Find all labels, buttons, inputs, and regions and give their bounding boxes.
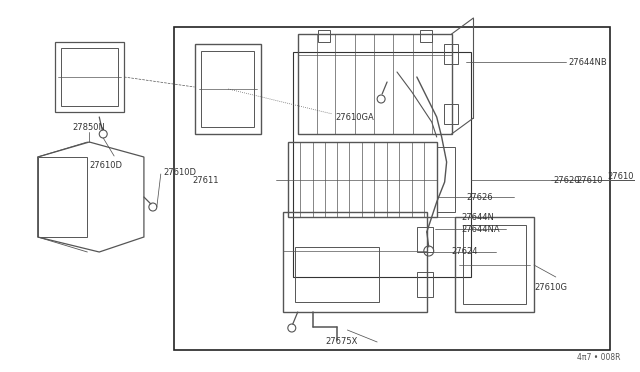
Bar — [195, 44, 261, 134]
Bar — [417, 227, 433, 252]
Bar — [436, 147, 454, 212]
Bar — [298, 34, 452, 134]
Text: 27624: 27624 — [452, 247, 478, 257]
Text: 27850N: 27850N — [73, 122, 106, 131]
Text: 27610: 27610 — [576, 176, 602, 185]
Bar — [444, 44, 458, 64]
Bar — [417, 272, 433, 297]
Text: 27610D: 27610D — [164, 167, 196, 176]
Text: 4π7 • 008R: 4π7 • 008R — [577, 353, 620, 362]
Bar — [288, 142, 436, 217]
Text: 27620: 27620 — [554, 176, 580, 185]
Text: 27644NB: 27644NB — [569, 58, 607, 67]
Text: 27675X: 27675X — [325, 337, 358, 346]
Bar — [202, 51, 254, 127]
Bar — [463, 225, 526, 304]
Bar — [454, 217, 534, 312]
Bar — [54, 42, 124, 112]
Text: 27610: 27610 — [607, 171, 634, 180]
Text: 27644N: 27644N — [461, 212, 494, 221]
Text: 27644NA: 27644NA — [461, 224, 500, 234]
Bar — [420, 30, 432, 42]
Text: 27610D: 27610D — [90, 160, 123, 170]
Bar — [295, 247, 379, 302]
Bar — [317, 30, 330, 42]
Bar — [173, 27, 611, 350]
Bar — [444, 104, 458, 124]
Bar — [283, 212, 427, 312]
Text: 27610G: 27610G — [534, 282, 567, 292]
Bar — [292, 52, 472, 277]
Bar — [61, 48, 118, 106]
Text: 27626: 27626 — [467, 192, 493, 202]
Text: 27611: 27611 — [193, 176, 219, 185]
Bar — [38, 157, 87, 237]
Text: 27610GA: 27610GA — [335, 112, 374, 122]
